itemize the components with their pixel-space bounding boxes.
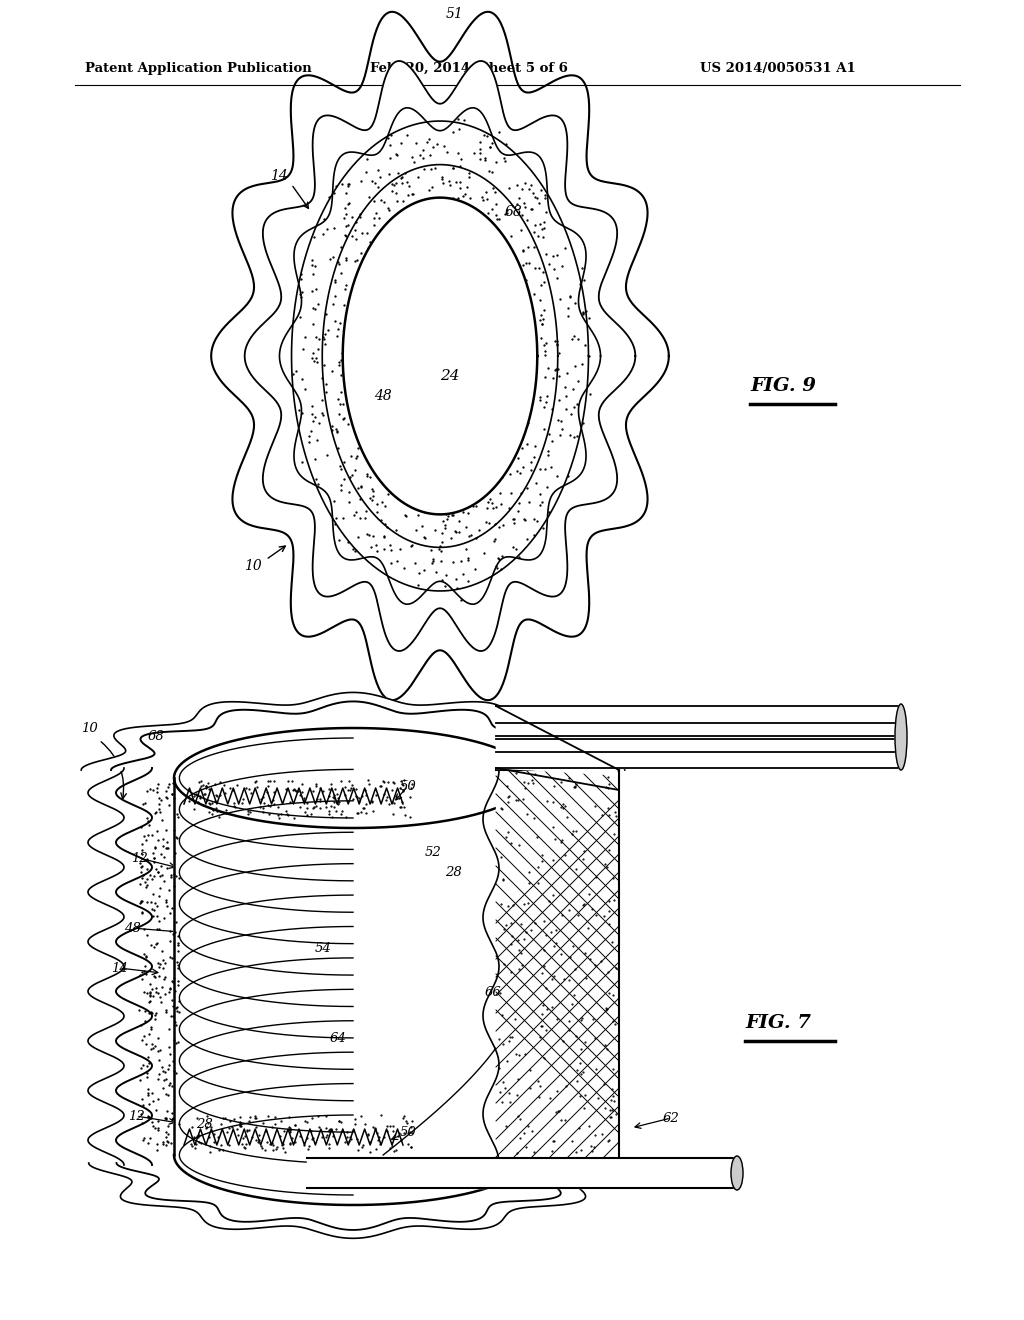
Polygon shape <box>174 777 532 1155</box>
Text: 12: 12 <box>131 851 147 865</box>
Text: 14: 14 <box>111 961 127 974</box>
Polygon shape <box>117 1163 590 1230</box>
Text: 62: 62 <box>663 1111 679 1125</box>
Polygon shape <box>307 1158 737 1188</box>
Text: 10: 10 <box>81 722 97 734</box>
Text: 52: 52 <box>425 846 441 859</box>
Text: Patent Application Publication: Patent Application Publication <box>85 62 311 75</box>
Text: US 2014/0050531 A1: US 2014/0050531 A1 <box>700 62 856 75</box>
Text: 64: 64 <box>330 1031 346 1044</box>
Ellipse shape <box>895 704 907 770</box>
Text: 24: 24 <box>440 370 460 383</box>
Polygon shape <box>211 12 669 700</box>
Text: 68: 68 <box>505 206 522 219</box>
Text: 14: 14 <box>270 169 288 182</box>
Polygon shape <box>89 1163 617 1238</box>
Polygon shape <box>245 61 635 651</box>
Polygon shape <box>280 108 600 605</box>
Polygon shape <box>343 198 538 515</box>
Text: 28: 28 <box>444 866 462 879</box>
Text: 10: 10 <box>244 560 261 573</box>
Polygon shape <box>498 706 617 775</box>
Polygon shape <box>81 693 625 770</box>
Polygon shape <box>111 701 595 770</box>
Polygon shape <box>496 739 901 768</box>
Text: FIG. 9: FIG. 9 <box>750 378 816 395</box>
Polygon shape <box>496 770 618 1163</box>
Text: 48: 48 <box>374 388 391 403</box>
Text: 50: 50 <box>399 1126 417 1139</box>
Text: 51: 51 <box>446 7 464 21</box>
Text: 28: 28 <box>196 1118 212 1131</box>
Ellipse shape <box>731 1156 743 1191</box>
Text: Feb. 20, 2014  Sheet 5 of 6: Feb. 20, 2014 Sheet 5 of 6 <box>370 62 568 75</box>
Text: 54: 54 <box>314 941 332 954</box>
Text: 68: 68 <box>147 730 165 742</box>
Polygon shape <box>496 723 901 752</box>
Text: 50: 50 <box>399 780 417 792</box>
Text: 48: 48 <box>124 921 140 935</box>
Text: 66: 66 <box>484 986 502 999</box>
Text: 12: 12 <box>128 1110 144 1122</box>
Text: FIG. 7: FIG. 7 <box>745 1014 811 1032</box>
Polygon shape <box>496 706 901 737</box>
